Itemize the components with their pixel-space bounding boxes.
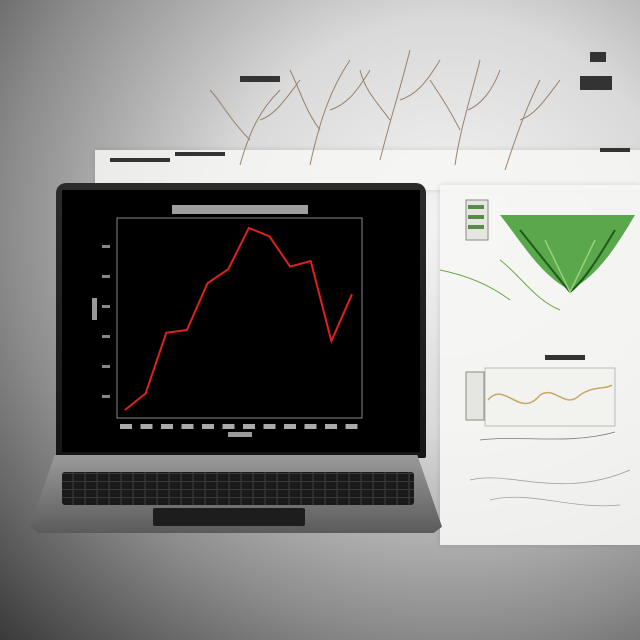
x-tick-mark xyxy=(304,424,317,429)
x-tick-mark xyxy=(243,424,255,429)
x-tick-mark xyxy=(345,424,358,429)
paper-line-chart xyxy=(465,367,631,507)
y-tick-mark xyxy=(102,305,110,308)
laptop-trackpad xyxy=(153,508,305,526)
x-tick-mark xyxy=(202,424,214,429)
y-tick-mark xyxy=(102,275,110,278)
x-tick-mark xyxy=(161,424,173,429)
x-tick-mark xyxy=(140,424,153,429)
x-tick-mark xyxy=(120,424,132,429)
sketch-labels xyxy=(110,52,630,360)
y-tick-mark xyxy=(102,245,110,248)
plant-illustration xyxy=(439,199,635,311)
chart-title-smudge xyxy=(172,205,308,214)
x-tick-mark xyxy=(325,424,337,429)
y-tick-mark xyxy=(102,395,110,398)
x-axis-label-smudge xyxy=(228,432,252,437)
x-tick-mark xyxy=(181,424,194,429)
x-tick-mark xyxy=(263,424,276,429)
chart-series-line xyxy=(124,226,353,411)
laptop-keyboard xyxy=(62,472,414,505)
x-tick-mark xyxy=(222,424,235,429)
y-tick-mark xyxy=(102,365,110,368)
y-tick-mark xyxy=(102,335,110,338)
chart-frame xyxy=(116,217,363,419)
y-axis-label-smudge xyxy=(92,298,97,320)
laptop-screen xyxy=(62,190,420,452)
x-tick-mark xyxy=(284,424,296,429)
root-sketch xyxy=(209,49,561,171)
